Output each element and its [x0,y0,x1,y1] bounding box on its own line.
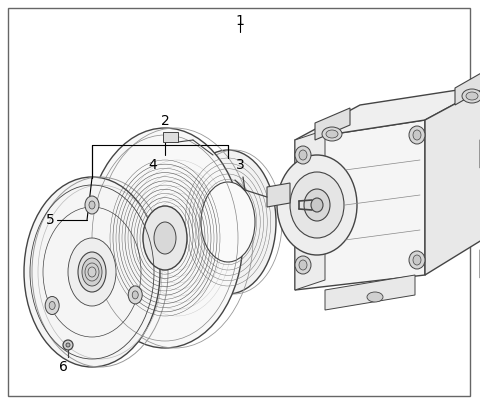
Polygon shape [267,183,290,207]
Ellipse shape [290,172,344,238]
Text: 3: 3 [236,158,245,172]
Ellipse shape [277,155,357,255]
Polygon shape [315,108,350,140]
Ellipse shape [322,127,342,141]
Polygon shape [325,275,415,310]
Ellipse shape [295,146,311,164]
Bar [163,132,178,142]
Text: 6: 6 [59,360,67,374]
Polygon shape [455,68,480,105]
Ellipse shape [304,189,330,221]
Ellipse shape [367,292,383,302]
Ellipse shape [68,238,116,306]
Ellipse shape [413,130,421,140]
Ellipse shape [82,258,102,286]
Ellipse shape [295,256,311,274]
Ellipse shape [462,89,480,103]
Ellipse shape [326,130,338,138]
Ellipse shape [413,255,421,265]
Polygon shape [295,120,425,290]
Ellipse shape [85,196,99,214]
Ellipse shape [49,302,55,309]
Polygon shape [295,85,480,140]
Ellipse shape [409,251,425,269]
Polygon shape [295,130,325,290]
Ellipse shape [24,177,160,367]
Text: 2: 2 [161,114,169,128]
Text: 4: 4 [148,158,157,172]
Ellipse shape [299,150,307,160]
Ellipse shape [409,126,425,144]
Text: 5: 5 [46,213,55,227]
Ellipse shape [466,92,478,100]
Ellipse shape [78,252,106,292]
Text: 1: 1 [236,14,244,28]
Ellipse shape [154,222,176,254]
Ellipse shape [201,182,255,262]
Ellipse shape [132,291,138,299]
Ellipse shape [311,198,323,212]
Ellipse shape [66,343,70,347]
Ellipse shape [63,340,73,350]
Ellipse shape [89,201,95,209]
Ellipse shape [128,286,142,304]
Ellipse shape [180,150,276,294]
Ellipse shape [87,128,243,348]
Polygon shape [425,85,480,275]
Ellipse shape [143,206,187,270]
Ellipse shape [299,260,307,270]
Ellipse shape [45,297,59,315]
